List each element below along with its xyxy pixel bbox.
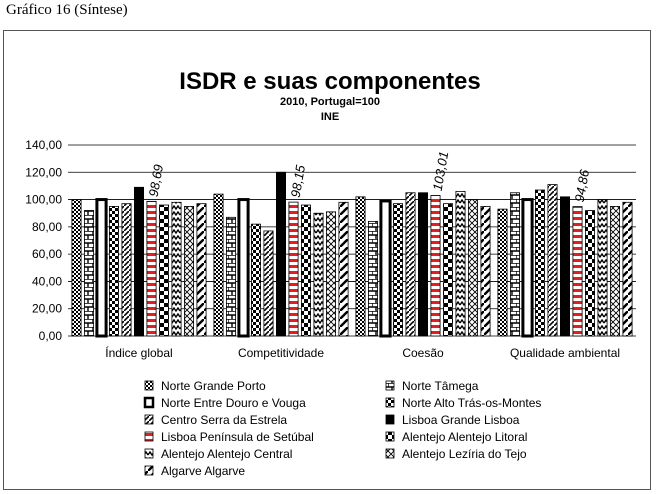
y-tick-label: 20,00 <box>32 302 62 316</box>
legend-label: Alentejo Lezíria do Tejo <box>402 447 527 461</box>
bar <box>300 204 311 337</box>
legend-swatch <box>144 448 154 459</box>
y-tick-label: 120,00 <box>25 165 62 179</box>
y-tick-label: 60,00 <box>32 247 62 261</box>
bar <box>455 190 466 337</box>
bar <box>509 192 520 337</box>
bar <box>480 205 491 337</box>
bar <box>121 203 132 337</box>
data-label: 98,69 <box>146 163 166 198</box>
bar <box>183 205 194 337</box>
x-tick-label: Coesão <box>402 346 444 360</box>
bar <box>146 200 157 337</box>
y-tick-label: 40,00 <box>32 274 62 288</box>
legend-swatch <box>385 414 395 425</box>
bar <box>572 206 583 337</box>
bar <box>597 199 608 337</box>
legend-label: Norte Entre Douro e Vouga <box>161 396 306 410</box>
bar <box>288 201 299 337</box>
chart-subtitle: 2010, Portugal=100 <box>280 96 380 108</box>
bar <box>171 201 182 337</box>
bar-chart: ISDR e suas componentes 2010, Portugal=1… <box>25 68 636 478</box>
bar <box>213 193 224 337</box>
legend-swatch <box>385 397 395 408</box>
legend-swatch <box>385 431 395 442</box>
legend-swatch <box>144 380 154 391</box>
legend-swatch <box>143 396 155 409</box>
bar <box>109 205 120 337</box>
legend: Norte Grande Porto Norte Tâmega Norte Entr… <box>143 379 541 478</box>
bar <box>417 192 428 337</box>
legend-label: Alentejo Alentejo Central <box>161 447 292 461</box>
legend-label: Algarve Algarve <box>161 464 245 478</box>
data-labels: 98,69 98,15 103,01 94,86 <box>146 150 593 203</box>
y-tick-label: 80,00 <box>32 220 62 234</box>
legend-swatch <box>144 465 154 476</box>
chart-frame: ISDR e suas componentes 2010, Portugal=1… <box>3 30 651 490</box>
x-axis: Índice global Competitividade Coesão Qualid… <box>105 345 620 360</box>
bar <box>585 210 596 337</box>
data-label: 98,15 <box>288 163 309 198</box>
data-label: 103,01 <box>430 150 452 192</box>
legend-label: Norte Tâmega <box>402 379 479 393</box>
data-label: 94,86 <box>572 168 593 203</box>
bar <box>467 199 478 337</box>
bar <box>84 210 95 337</box>
bar <box>313 212 324 337</box>
legend-label: Lisboa Península de Setúbal <box>161 430 314 444</box>
legend-label: Lisboa Grande Lisboa <box>402 413 520 427</box>
legend-swatch <box>144 431 154 442</box>
bar <box>325 211 336 337</box>
bar <box>535 189 546 337</box>
y-tick-label: 140,00 <box>25 138 62 152</box>
bar <box>263 230 274 337</box>
bar <box>338 201 349 337</box>
legend-label: Centro Serra da Estrela <box>161 413 287 427</box>
bar <box>392 203 403 337</box>
bar <box>379 199 392 338</box>
legend-swatch <box>144 414 154 425</box>
bar <box>610 205 621 337</box>
bar <box>158 204 169 337</box>
bar <box>442 203 453 337</box>
bar <box>95 198 108 338</box>
bar <box>133 186 144 337</box>
legend-label: Norte Alto Trás-os-Montes <box>402 396 541 410</box>
x-tick-label: Qualidade ambiental <box>510 346 620 360</box>
bar <box>547 184 558 337</box>
chart-title: ISDR e suas componentes <box>179 68 480 95</box>
figure-caption: Gráfico 16 (Síntese) <box>6 2 128 18</box>
bar <box>622 201 633 337</box>
bar <box>250 223 261 337</box>
bars <box>71 171 633 338</box>
legend-label: Norte Grande Porto <box>161 379 266 393</box>
bar <box>71 199 82 337</box>
x-tick-label: Competitividade <box>238 346 324 360</box>
y-tick-label: 0,00 <box>39 329 63 343</box>
legend-swatch <box>385 448 395 459</box>
bar <box>430 195 441 337</box>
legend-swatch <box>385 380 395 391</box>
x-tick-label: Índice global <box>105 345 172 360</box>
bar <box>560 196 571 337</box>
y-tick-label: 100,00 <box>25 193 62 207</box>
bar <box>225 216 236 337</box>
bar <box>275 171 286 337</box>
bar <box>521 198 534 338</box>
chart-source: INE <box>321 111 339 123</box>
bar <box>497 208 508 337</box>
bar <box>367 220 378 337</box>
legend-label: Alentejo Alentejo Litoral <box>402 430 527 444</box>
y-axis: 0,00 20,00 40,00 60,00 80,00 100,00 120,00 140,… <box>25 138 62 343</box>
bar <box>237 198 250 338</box>
bar <box>405 192 416 337</box>
bar <box>196 203 207 337</box>
bar <box>355 196 366 337</box>
